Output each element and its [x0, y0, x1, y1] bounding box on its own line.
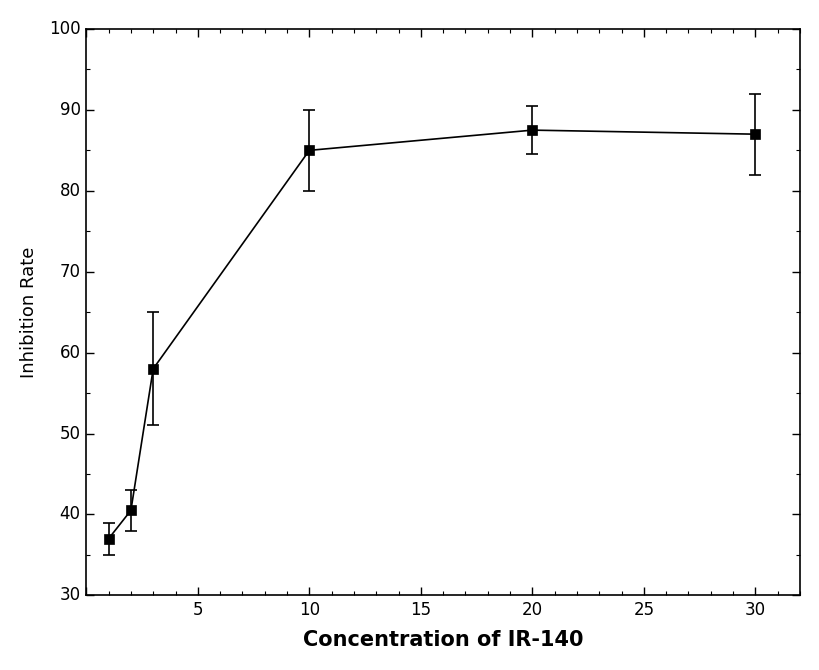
- Y-axis label: Inhibition Rate: Inhibition Rate: [20, 247, 38, 378]
- X-axis label: Concentration of IR-140: Concentration of IR-140: [302, 630, 582, 650]
